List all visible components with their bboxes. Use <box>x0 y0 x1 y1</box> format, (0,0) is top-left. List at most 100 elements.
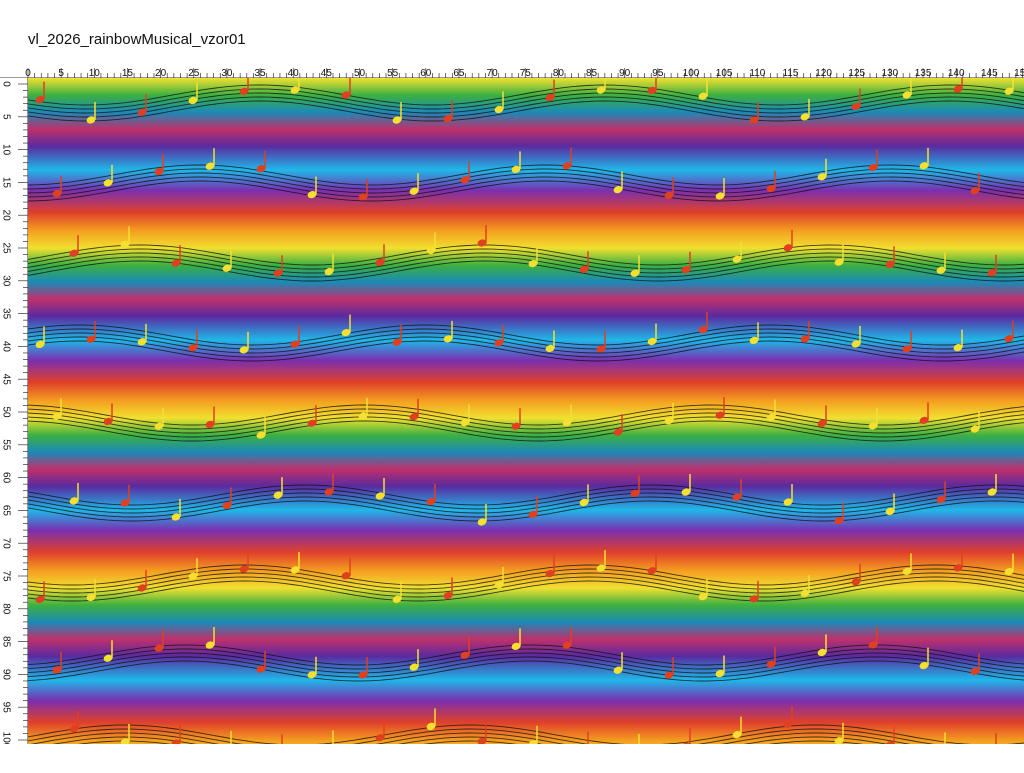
ruler-label: 140 <box>948 68 965 79</box>
staff-line <box>52 736 889 744</box>
note-head <box>392 338 402 346</box>
staff-line <box>28 728 935 744</box>
staff-line <box>28 328 1024 350</box>
note-head <box>766 660 776 668</box>
note-head <box>562 418 572 427</box>
ruler-label: 30 <box>221 68 233 79</box>
ruler-label: 50 <box>354 68 366 79</box>
ruler-label: 70 <box>487 68 499 79</box>
staff-line <box>28 100 1024 122</box>
note-head <box>137 584 147 592</box>
note-head <box>902 567 912 575</box>
note-head <box>35 96 45 104</box>
note-head <box>205 162 215 170</box>
staff-line <box>28 412 1024 434</box>
staff-line <box>28 492 1024 514</box>
ruler-label: 45 <box>0 374 11 386</box>
staff-line <box>28 180 1024 202</box>
note-head <box>154 422 164 430</box>
note-head <box>732 731 742 739</box>
note-head <box>647 86 657 95</box>
note-head <box>460 651 470 659</box>
note-head <box>817 173 827 181</box>
ruler-label: 10 <box>89 68 101 79</box>
note-head <box>494 581 504 589</box>
note-head <box>528 259 538 268</box>
note-head <box>647 337 657 346</box>
note-head <box>35 595 45 603</box>
note-head <box>596 564 606 572</box>
ruler-label: 85 <box>586 68 598 79</box>
note-head <box>52 412 62 420</box>
note-head <box>222 501 232 510</box>
note-head <box>783 498 793 506</box>
ruler-label: 15 <box>0 177 11 189</box>
ruler-label: 130 <box>882 68 899 79</box>
staff-line <box>28 340 1024 362</box>
staff-line <box>30 732 911 744</box>
note-head <box>800 113 810 121</box>
ruler-label: 95 <box>0 702 11 714</box>
ruler-label: 50 <box>0 406 11 418</box>
staff-line <box>28 484 1024 506</box>
staff-line <box>28 248 1024 270</box>
note-head <box>613 186 623 194</box>
note-head <box>919 162 929 170</box>
note-head <box>834 737 844 744</box>
note-head <box>715 411 725 419</box>
staff-line <box>28 496 1024 518</box>
note-head <box>290 566 300 574</box>
note-head <box>222 744 233 754</box>
staff-line <box>28 656 1024 678</box>
note-head <box>630 489 640 498</box>
note-head <box>358 193 368 201</box>
ruler-label: 20 <box>155 68 167 79</box>
pattern <box>28 78 1024 754</box>
note-head <box>664 671 674 679</box>
note-head <box>324 267 334 276</box>
note-head <box>341 572 351 580</box>
ruler-label: 40 <box>0 341 11 353</box>
note-head <box>460 418 470 427</box>
staff-line <box>28 724 1024 744</box>
ruler-label: 100 <box>683 68 700 79</box>
ruler-label: 115 <box>782 68 798 79</box>
note-head <box>103 179 113 187</box>
note-head <box>715 669 725 678</box>
note-head <box>460 176 470 184</box>
note-head <box>426 497 436 506</box>
note-head <box>545 93 555 102</box>
ruler-label: 150 <box>1014 68 1024 79</box>
staff-line <box>28 644 1024 666</box>
note-head <box>358 412 368 420</box>
note-head <box>52 666 62 674</box>
note-head <box>987 269 997 277</box>
note-head <box>324 488 334 496</box>
staff-line <box>28 420 1024 442</box>
note-head <box>800 589 810 597</box>
note-head <box>1004 567 1014 576</box>
note-head <box>52 189 62 198</box>
ruler-label: 145 <box>981 68 998 79</box>
ruler-label: 45 <box>321 68 333 79</box>
note-head <box>443 114 453 123</box>
staff-line <box>28 260 1024 282</box>
staff-line <box>28 500 1024 522</box>
staff-line <box>28 408 1024 430</box>
note-head <box>239 565 249 573</box>
staff-line <box>28 168 1024 190</box>
note-head <box>528 510 538 518</box>
ruler-label: 35 <box>254 68 266 79</box>
note-head <box>86 335 96 343</box>
ruler-label: 30 <box>0 275 11 287</box>
note-head <box>579 265 589 273</box>
note-head <box>222 264 232 272</box>
note-head <box>375 492 385 500</box>
ruler-label: 90 <box>0 669 11 681</box>
note-head <box>562 641 572 649</box>
staff-line <box>28 404 1024 426</box>
note-head <box>307 419 317 427</box>
note-head <box>834 258 844 266</box>
ruler-label: 0 <box>25 68 31 79</box>
